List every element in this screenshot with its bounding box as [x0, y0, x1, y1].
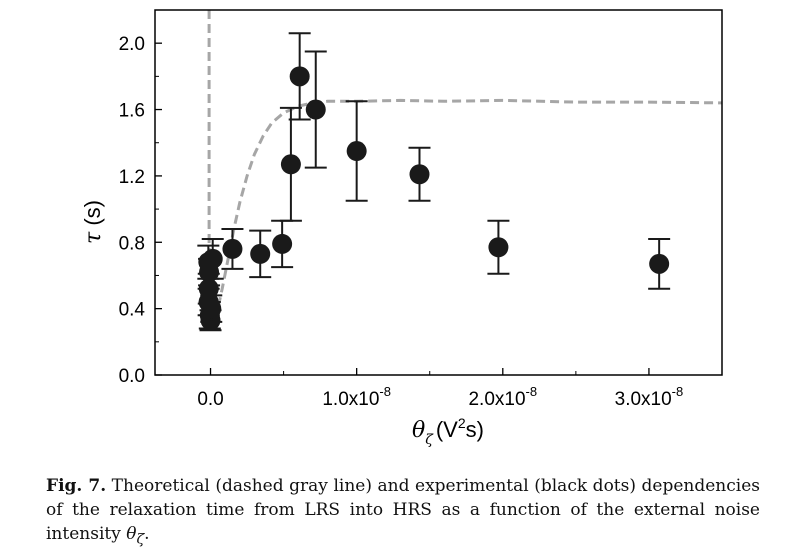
plot-frame — [154, 9, 723, 376]
data-point — [202, 248, 223, 269]
y-axis-units: (s) — [80, 200, 105, 232]
x-axis-subscript: ζ — [425, 432, 434, 448]
data-point — [201, 298, 222, 319]
x-axis-units-open: (V — [436, 417, 458, 442]
data-point — [289, 66, 310, 87]
y-tick-label: 0.4 — [119, 300, 146, 321]
data-point — [649, 253, 670, 274]
x-tick-label-exponent: -8 — [526, 384, 538, 399]
chart: 0.00.40.81.21.62.00.0 1.0x10-8 2.0x10-8 3.0… — [80, 9, 723, 448]
caption-label: Fig. 7. — [46, 476, 107, 496]
figure-caption: Fig. 7. Theoretical (dashed gray line) a… — [46, 474, 760, 551]
data-point — [305, 99, 326, 120]
y-tick-label: 1.2 — [119, 167, 145, 188]
data-point — [250, 243, 271, 264]
caption-symbol: θ — [126, 524, 137, 544]
y-axis-symbol: τ — [81, 231, 106, 244]
y-tick-label: 1.6 — [119, 101, 145, 122]
x-axis-symbol: θ — [412, 418, 425, 443]
data-point — [488, 237, 509, 258]
x-tick-label-mantissa: 2.0x10 — [468, 389, 525, 410]
y-tick-label: 0.8 — [119, 233, 145, 254]
x-tick-label-mantissa: 3.0x10 — [615, 389, 672, 410]
y-tick-label: 2.0 — [119, 34, 145, 55]
x-tick-label: 1.0x10-8 — [322, 384, 391, 410]
data-point — [280, 154, 301, 175]
x-tick-label: 3.0x10-8 — [615, 384, 684, 410]
data-point — [346, 141, 367, 162]
x-axis-units-sup: 2 — [458, 415, 466, 431]
x-tick-label-mantissa: 1.0x10 — [322, 389, 379, 410]
x-tick-label-mantissa: 0.0 — [197, 389, 223, 410]
x-axis-units-close: s) — [466, 417, 484, 442]
data-point — [272, 233, 293, 254]
caption-symbol-sub: ζ — [136, 531, 145, 548]
y-axis-label: τ (s) — [80, 200, 106, 244]
x-tick-label: 2.0x10-8 — [468, 384, 537, 410]
data-point — [409, 164, 430, 185]
caption-end: . — [144, 524, 150, 544]
caption-text: Theoretical (dashed gray line) and exper… — [46, 476, 760, 544]
x-tick-label-exponent: -8 — [379, 384, 391, 399]
x-tick-label-exponent: -8 — [672, 384, 684, 399]
y-tick-label: 0.0 — [119, 366, 145, 387]
data-point — [222, 238, 243, 259]
x-tick-label: 0.0 — [197, 389, 223, 410]
x-axis-label: θζ (V2s) — [412, 415, 484, 448]
